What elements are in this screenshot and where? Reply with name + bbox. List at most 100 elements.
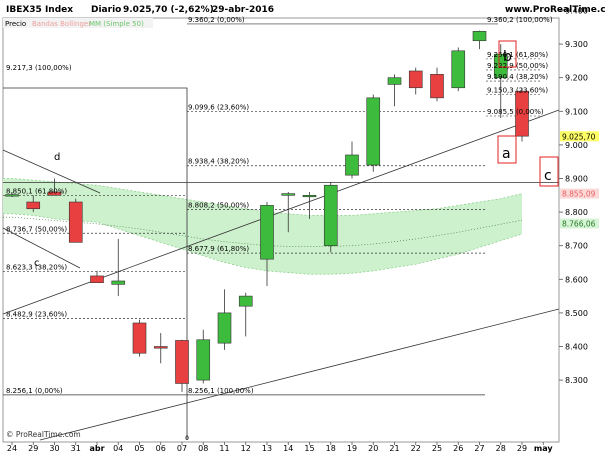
fib-right-label: 9.222,9 (50,00%) [487,62,548,70]
candle [408,67,423,95]
candle-body-up [472,31,487,42]
x-tick-label: 14 [283,444,293,453]
candle [472,30,487,50]
header-last: 9.025,70 (-2,62%) [123,5,214,15]
x-tick-label: 27 [474,444,484,453]
wave-label-a: a [502,146,511,162]
fib-mid-label: 9.099,6 (23,60%) [188,103,249,111]
candle [260,202,274,287]
retracement-frame-left [3,87,188,440]
x-tick-label: 29 [28,444,38,453]
candle-body-up [366,97,381,166]
candle-body-down [132,322,147,354]
candle-body-down [175,340,189,384]
candle-body-up [217,312,232,344]
y-tick-label: 8.300 [565,376,588,385]
x-tick-label: 04 [113,444,123,453]
x-tick-label: 08 [198,444,208,453]
x-tick-label: 25 [432,444,442,453]
candle-body-up [387,77,402,85]
last-price-tag-bg [560,131,599,142]
x-tick-label: 15 [304,444,314,453]
wave-box-b [498,40,517,68]
candle-body-up [451,50,466,89]
candle [196,329,211,384]
header-date: 29-abr-2016 [212,5,274,15]
candle [132,319,147,357]
candle-body-down [430,74,444,99]
header-site[interactable]: www.ProRealTime.com [505,5,605,15]
fib-right-label: 9.150,3 (23,60%) [487,87,548,95]
x-tick-label: 19 [347,444,357,453]
candle [323,181,338,253]
x-tick-label: 13 [262,444,272,453]
candle-body-up [260,205,274,260]
fib-left-label: 8.623,3 (38,20%) [6,264,67,272]
channel-line-c [2,227,81,269]
candle [153,333,168,364]
x-tick-label: 20 [368,444,378,453]
copyright: © ProRealTime.com [6,430,81,439]
y-tick-label: 8.600 [565,275,588,284]
y-tick-label: 8.700 [565,242,588,251]
fib-left-label: 8.850,1 (61,80%) [6,187,67,195]
header-period: Diario [91,5,121,15]
ma50-value-tag: 8.766,06 [562,220,596,229]
ma50-line [3,216,523,248]
fib-mid-label: 8.677,9 (61,80%) [188,245,249,253]
x-tick-label: 29 [517,444,527,453]
last-price-tag: 9.025,70 [562,132,596,141]
y-tick-label: 9.400 [565,7,588,16]
candle [111,238,126,297]
candle [493,44,508,119]
candle-body-up [196,339,211,381]
fib-left-top-label: 9.217,3 (100,00%) [6,64,72,72]
candle [5,191,19,197]
x-tick-label: 21 [389,444,399,453]
wave-labels: d c b a c [34,40,559,269]
x-tick-label: 11 [219,444,229,453]
x-tick-label: 26 [453,444,463,453]
x-tick-label: 28 [496,444,506,453]
candle [387,74,402,107]
y-tick-label: 8.500 [565,309,588,318]
x-tick-label: 31 [71,444,81,453]
y-tick-label: 9.100 [565,107,588,116]
candle [238,292,253,337]
candle [90,270,104,283]
wave-label-d: d [54,152,60,163]
y-tick-label: 9.300 [565,40,588,49]
fib-right-label: 9.360,2 (100,00%) [487,16,553,24]
candle [451,47,466,92]
bollinger-value-tag-bg [560,188,599,199]
candle [281,191,296,233]
x-tick-label: 24 [7,444,17,453]
fib-left-label: 8.256,1 (0,00%) [6,387,63,395]
candle-body-down [26,201,41,210]
candle [47,178,62,196]
annotations-layer: 8.850,1 (61,80%) 8.736,7 (50,00%) 8.623,3 … [6,16,553,395]
wave-label-c-right: c [544,168,552,184]
candle [515,87,529,142]
header-instrument: IBEX35 Index [6,5,73,15]
wave-box-c-right [539,156,559,187]
x-tick-label: 12 [241,444,251,453]
wave-label-b: b [503,49,512,65]
fib-right-label: 9.256,1 (61,80%) [487,51,548,59]
bollinger-value-tag: 8.855,09 [562,190,596,199]
fib-right-label: 9.190,4 (38,20%) [487,73,548,81]
fib-mid-label: 8.256,1 (100,00%) [188,387,254,395]
fib-mid-label: 9.360,2 (0,00%) [188,16,245,24]
y-tick-label: 8.800 [565,208,588,217]
x-tick-label: 22 [411,444,421,453]
trend-lines-layer [2,87,560,441]
header: IBEX35 Index Diario 9.025,70 (-2,62%) 29… [0,0,605,17]
fib-mid-label: 8.938,4 (38,20%) [188,158,249,166]
fib-right-label: 9.085,5 (0,00%) [487,108,544,116]
channel-line-d [2,149,101,194]
candle-body-up [5,194,19,197]
candle [26,195,41,213]
candle-body-up [302,195,317,198]
candles-layer [5,30,529,392]
